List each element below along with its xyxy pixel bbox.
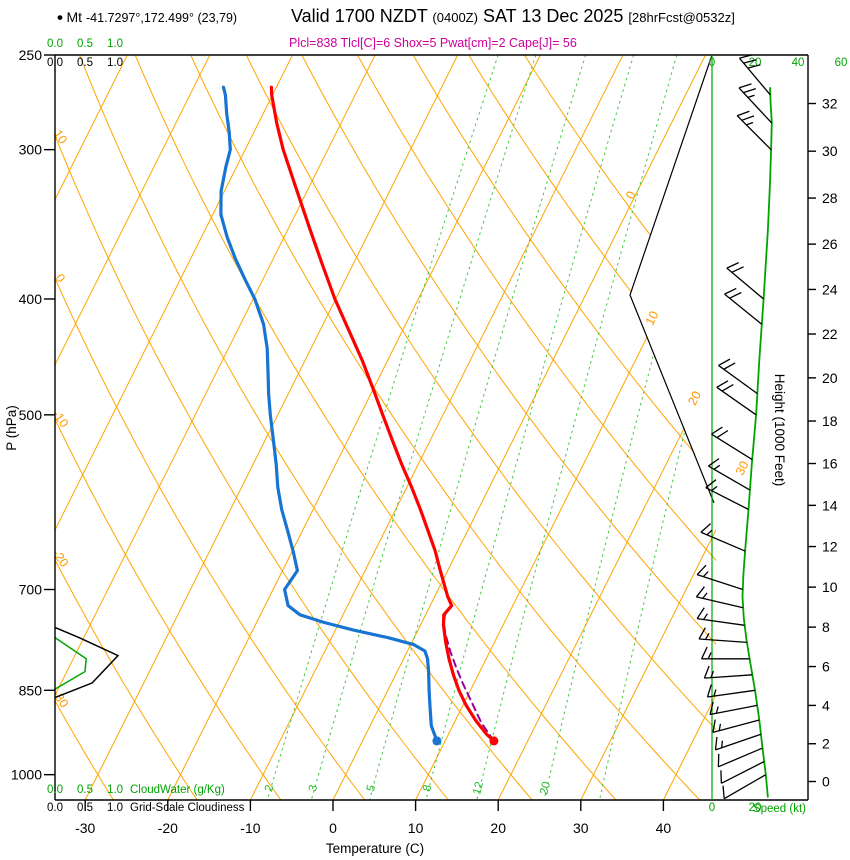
- svg-text:8: 8: [822, 619, 830, 635]
- svg-text:40: 40: [792, 57, 805, 69]
- pressure-axis: 250 300 400 500 700 850 1000 P (hPa): [4, 47, 55, 783]
- temperature-axis: -30 -20 -10 0 10 20 30 40 Temperature (C): [75, 800, 671, 856]
- svg-text:700: 700: [19, 582, 43, 598]
- station-name: Mt: [66, 9, 82, 25]
- svg-text:1.0: 1.0: [107, 802, 123, 814]
- svg-text:250: 250: [19, 47, 43, 63]
- station-marker-icon: •: [57, 8, 63, 27]
- surface-dots: [432, 736, 499, 746]
- svg-text:1.0: 1.0: [107, 784, 123, 796]
- wind-barbs: [695, 54, 773, 800]
- svg-text:-10: -10: [240, 820, 260, 836]
- svg-text:-20: -20: [158, 820, 178, 836]
- cloud-scales: 0.0 0.0 0.0 0.0 0.5 0.5 0.5 0.5 1.0 1.0 1.0 1.0 Clou…: [47, 38, 245, 814]
- svg-text:0: 0: [709, 57, 715, 69]
- svg-text:850: 850: [19, 682, 43, 698]
- svg-text:26: 26: [822, 236, 838, 252]
- svg-text:20: 20: [490, 820, 506, 836]
- grid-cutoff-boundary: [629, 54, 715, 504]
- svg-text:30: 30: [573, 820, 589, 836]
- surface-temperature-dot: [489, 736, 499, 746]
- wind-speed-curve: [741, 87, 773, 798]
- svg-text:10: 10: [822, 579, 838, 595]
- station-coords: -41.7297°,172.499° (23,79): [86, 11, 238, 25]
- valid-time: Valid 1700 NZDT: [291, 6, 428, 26]
- svg-text:32: 32: [822, 96, 838, 112]
- svg-text:22: 22: [822, 326, 838, 342]
- svg-text:0.0: 0.0: [47, 802, 63, 814]
- svg-text:30: 30: [822, 143, 838, 159]
- svg-text:0.5: 0.5: [77, 57, 93, 69]
- svg-text:-30: -30: [75, 820, 95, 836]
- svg-text:20: 20: [749, 802, 762, 814]
- svg-text:40: 40: [656, 820, 672, 836]
- svg-text:0: 0: [822, 774, 830, 790]
- svg-text:28: 28: [822, 190, 838, 206]
- svg-text:16: 16: [822, 456, 838, 472]
- surface-dewpoint-dot: [432, 736, 442, 746]
- svg-text:P (hPa): P (hPa): [4, 405, 19, 451]
- svg-text:20: 20: [822, 370, 838, 386]
- svg-text:1.0: 1.0: [107, 57, 123, 69]
- dewpoint-curve: [219, 85, 439, 743]
- svg-text:14: 14: [822, 497, 838, 513]
- svg-text:0.5: 0.5: [77, 802, 93, 814]
- svg-text:2: 2: [822, 736, 830, 752]
- svg-text:20: 20: [685, 389, 704, 408]
- svg-text:0.5: 0.5: [77, 784, 93, 796]
- svg-text:20: 20: [538, 780, 553, 795]
- temperature-curve: [269, 85, 496, 743]
- forecast-reference: [28hrFcst@0532z]: [628, 10, 735, 25]
- svg-text:Height (1000 Feet): Height (1000 Feet): [772, 374, 787, 487]
- svg-text:12: 12: [822, 539, 838, 555]
- sounding-parameters: Plcl=838 Tlcl[C]=6 Shox=5 Pwat[cm]=2 Cap…: [289, 36, 577, 50]
- valid-date: SAT 13 Dec 2025: [482, 6, 624, 26]
- cloud-profiles: [54, 626, 120, 699]
- svg-text:12: 12: [471, 780, 486, 795]
- svg-text:0.0: 0.0: [47, 784, 63, 796]
- svg-text:2: 2: [263, 784, 276, 793]
- svg-text:6: 6: [822, 659, 830, 675]
- svg-text:60: 60: [835, 57, 848, 69]
- svg-text:1000: 1000: [11, 767, 42, 783]
- svg-text:30: 30: [733, 459, 752, 478]
- valid-time-utc: (0400Z): [432, 10, 478, 25]
- svg-text:400: 400: [19, 291, 43, 307]
- cloudwater-curve: [54, 636, 87, 690]
- svg-text:Temperature (C): Temperature (C): [326, 841, 424, 856]
- cloudiness-curve: [54, 626, 120, 699]
- svg-text:3: 3: [307, 784, 320, 793]
- svg-text:300: 300: [19, 142, 43, 158]
- svg-text:8: 8: [421, 784, 434, 793]
- chart-title: Valid 1700 NZDT (0400Z) SAT 13 Dec 2025 …: [291, 6, 735, 27]
- svg-text:0.0: 0.0: [47, 57, 63, 69]
- svg-text:CloudWater (g/Kg): CloudWater (g/Kg): [130, 784, 225, 796]
- svg-text:10: 10: [643, 309, 662, 328]
- station-info: • Mt -41.7297°,172.499° (23,79): [57, 8, 237, 28]
- svg-text:10: 10: [408, 820, 424, 836]
- svg-text:Speed (kt): Speed (kt): [753, 803, 806, 815]
- svg-text:18: 18: [822, 413, 838, 429]
- svg-text:24: 24: [822, 281, 838, 297]
- svg-text:Grid-Scale Cloudiness: Grid-Scale Cloudiness: [130, 802, 245, 814]
- skewt-grid: [55, 55, 716, 800]
- svg-text:1.0: 1.0: [107, 38, 123, 50]
- svg-text:0.0: 0.0: [47, 38, 63, 50]
- svg-text:0.5: 0.5: [77, 38, 93, 50]
- svg-text:0: 0: [329, 820, 337, 836]
- svg-text:4: 4: [822, 697, 830, 713]
- svg-text:0: 0: [709, 802, 715, 814]
- svg-text:500: 500: [19, 407, 43, 423]
- svg-text:5: 5: [365, 784, 378, 793]
